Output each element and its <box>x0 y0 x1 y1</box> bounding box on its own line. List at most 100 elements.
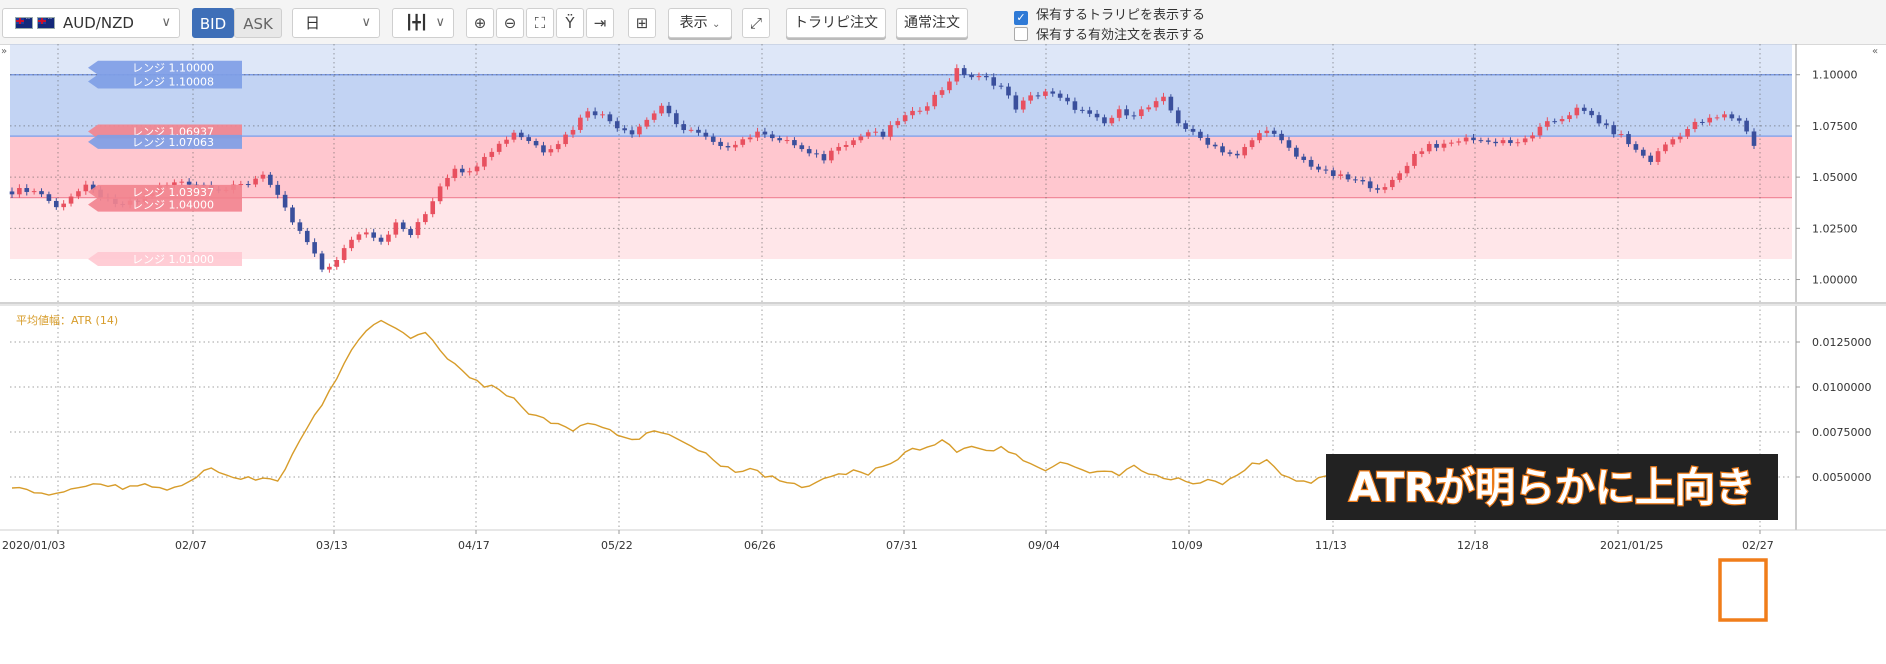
candle-down <box>400 222 406 230</box>
range-label-text: レンジ 1.03937 <box>132 186 214 199</box>
candle-down <box>769 134 775 139</box>
candle-down <box>1072 101 1078 110</box>
candle-down <box>806 149 812 154</box>
candle-up <box>1139 109 1144 117</box>
show-traps-toggle[interactable]: ✓ 保有するトラリピを表示する <box>1014 4 1205 25</box>
candle-up <box>910 110 915 116</box>
double-chevron-down-icon: ⌄ <box>712 19 721 30</box>
candle-down <box>1102 117 1107 124</box>
candle-down <box>378 237 384 242</box>
atr-y-tick-label: 0.0050000 <box>1812 471 1872 484</box>
candle-up <box>393 222 399 235</box>
scale-lock-icon[interactable]: Ÿ <box>556 8 584 38</box>
candle-up <box>888 125 893 137</box>
candle-down <box>1485 140 1491 142</box>
candle-down <box>53 200 59 208</box>
candle-up <box>954 68 960 82</box>
candle-up <box>423 214 428 223</box>
jump-to-latest-icon[interactable]: ⇥ <box>586 8 614 38</box>
timeframe-select[interactable]: 日 ∨ <box>292 8 380 38</box>
candle-down <box>533 141 539 146</box>
candle-up <box>1161 96 1166 102</box>
candle-down <box>703 132 709 137</box>
ask-button[interactable]: ASK <box>234 8 282 38</box>
candle-up <box>474 166 480 172</box>
candle-down <box>459 168 465 173</box>
candle-up <box>873 131 878 133</box>
fit-screen-icon[interactable]: ⛶ <box>526 8 554 38</box>
zoom-in-icon[interactable]: ⊕ <box>466 8 494 38</box>
candle-down <box>762 131 768 135</box>
candle-down <box>1581 107 1587 111</box>
candle-down <box>519 132 524 138</box>
candle-up <box>851 140 856 145</box>
add-indicator-icon[interactable]: ⊞ <box>628 8 656 38</box>
show-orders-toggle[interactable]: 保有する有効注文を表示する <box>1014 24 1205 43</box>
normal-order-button[interactable]: 通常注文 <box>896 8 968 38</box>
candle-up <box>489 151 495 157</box>
candle-down <box>24 188 30 192</box>
candle-up <box>1449 142 1454 144</box>
currency-pair-select[interactable]: AUD/NZD ∨ <box>2 8 180 38</box>
candle-down <box>710 136 716 142</box>
candle-down <box>1493 141 1498 144</box>
candle-up <box>1028 95 1033 101</box>
expand-icon[interactable]: ⤢ <box>742 8 770 38</box>
candle-up <box>1663 144 1668 152</box>
candle-down <box>9 191 15 195</box>
candle-down <box>1744 120 1749 132</box>
display-menu-button[interactable]: 表示 ⌄ <box>668 8 732 38</box>
expand-left-icon[interactable]: » <box>1 46 8 57</box>
candle-down <box>1700 121 1705 123</box>
candle-down <box>1235 153 1240 156</box>
x-tick-label: 2021/01/25 <box>1600 539 1663 552</box>
candle-up <box>1677 136 1683 140</box>
candlestick-icon: ┃╋┃ <box>405 15 428 31</box>
annotation: ATRが明らかに上向き <box>1326 454 1778 622</box>
candle-down <box>718 141 723 146</box>
candle-down <box>1124 109 1129 116</box>
collapse-right-icon[interactable]: « <box>1872 46 1879 57</box>
chart-axes: 1.10000 1.07500 1.05000 1.02500 1.00000 0.012… <box>0 44 1886 552</box>
chart-type-select[interactable]: ┃╋┃ ∨ <box>392 8 454 38</box>
candle-down <box>1736 118 1742 121</box>
candle-up <box>917 110 923 112</box>
trap-order-button[interactable]: トラリピ注文 <box>786 8 886 38</box>
chart-toolbar: AUD/NZD ∨ BID ASK 日 ∨ ┃╋┃ ∨ ⊕ ⊖ ⛶ Ÿ ⇥ ⊞ … <box>0 0 1886 45</box>
candle-up <box>600 114 605 116</box>
candle-down <box>1050 91 1056 94</box>
show-orders-label: 保有する有効注文を表示する <box>1036 28 1206 43</box>
checkbox-unchecked-icon[interactable] <box>1014 27 1028 41</box>
candle-down <box>799 145 805 150</box>
candle-down <box>1006 86 1011 96</box>
candle-up <box>932 94 937 107</box>
candle-up <box>858 136 864 141</box>
atr-y-tick-label: 0.0125000 <box>1812 336 1872 349</box>
candle-down <box>1751 131 1757 146</box>
candlestick-series <box>9 64 1757 273</box>
bid-button[interactable]: BID <box>192 8 234 38</box>
zoom-out-icon[interactable]: ⊖ <box>496 8 524 38</box>
candle-down <box>681 124 687 131</box>
candle-down <box>39 191 44 195</box>
candle-up <box>1153 101 1159 108</box>
pane-divider <box>0 302 1886 306</box>
candle-down <box>268 174 273 185</box>
annotation-box <box>1326 454 1778 520</box>
checkbox-checked-icon[interactable]: ✓ <box>1014 11 1028 25</box>
candle-up <box>83 184 89 192</box>
candle-down <box>304 230 310 243</box>
price-y-tick-label: 1.10000 <box>1812 69 1858 82</box>
x-tick-label: 07/31 <box>886 539 918 552</box>
range-label-tag <box>88 197 242 212</box>
candle-down <box>1589 110 1594 116</box>
candle-up <box>865 132 871 137</box>
candle-up <box>939 90 945 95</box>
candle-down <box>186 181 192 185</box>
candle-up <box>1257 133 1262 141</box>
candle-down <box>1094 113 1100 118</box>
candle-down <box>991 77 997 86</box>
candle-down <box>1013 95 1019 110</box>
annotation-text: ATRが明らかに上向き <box>1349 465 1755 511</box>
